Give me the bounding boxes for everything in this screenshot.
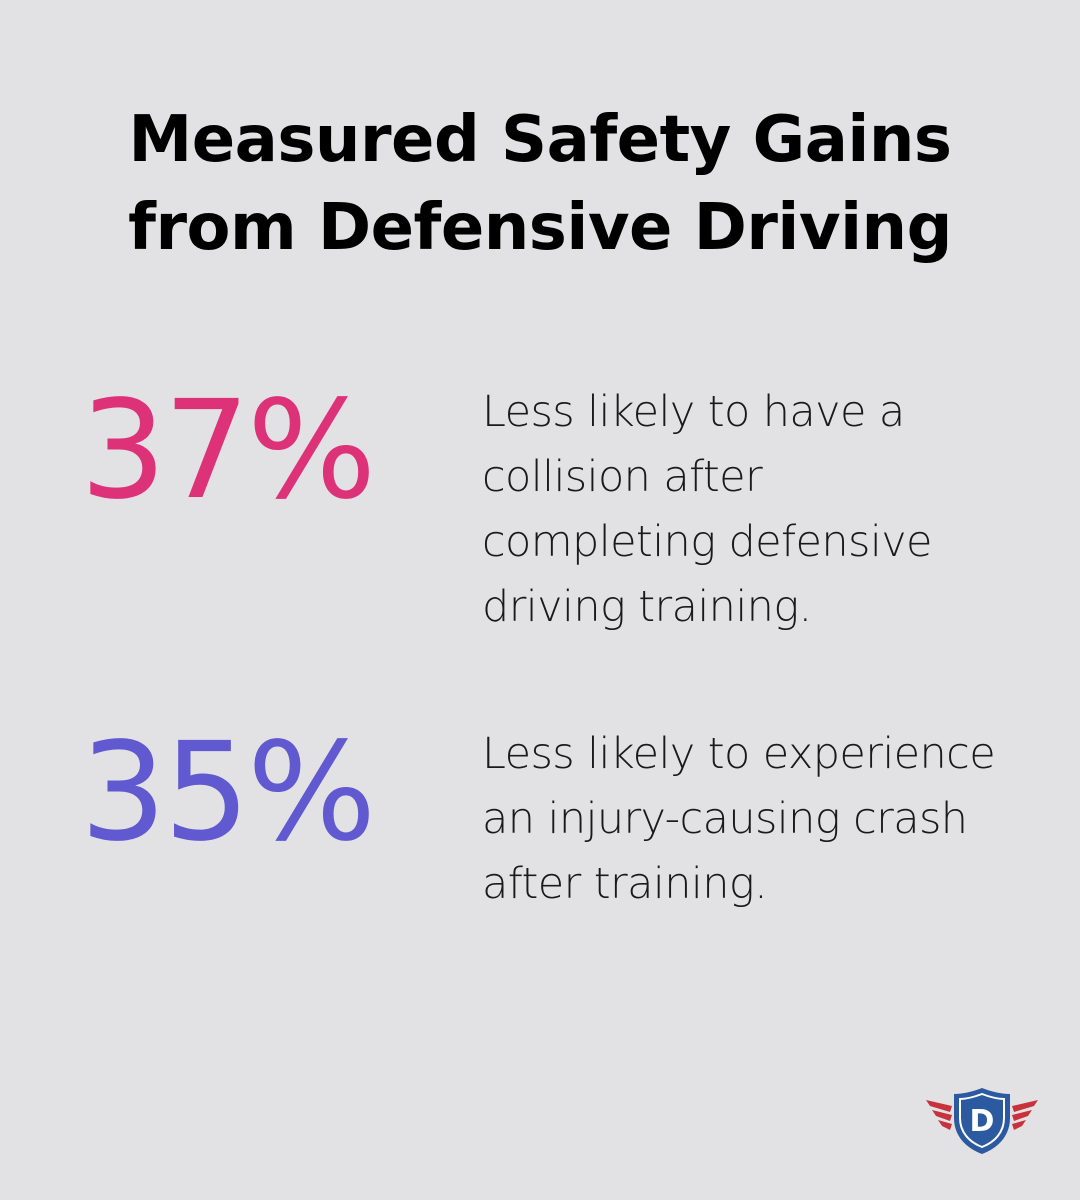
winged-shield-logo-icon: D	[926, 1088, 1038, 1154]
stat-description: Less likely to experience an injury-caus…	[482, 729, 996, 909]
logo-letter: D	[970, 1104, 995, 1139]
stat-value-percent: 37%	[80, 372, 376, 530]
title-line-1: Measured Safety Gains	[128, 103, 952, 177]
stat-block-collision: 37% Less likely to have a collision afte…	[0, 376, 1080, 696]
left-wing-icon	[926, 1100, 952, 1130]
stat-block-injury: 35% Less likely to experience an injury-…	[0, 718, 1080, 1038]
right-wing-icon	[1012, 1100, 1038, 1130]
title-line-2: from Defensive Driving	[128, 191, 952, 265]
page-title: Measured Safety Gains from Defensive Dri…	[0, 96, 1080, 272]
stat-value-percent: 35%	[80, 714, 376, 872]
stat-description: Less likely to have a collision after co…	[482, 387, 933, 632]
